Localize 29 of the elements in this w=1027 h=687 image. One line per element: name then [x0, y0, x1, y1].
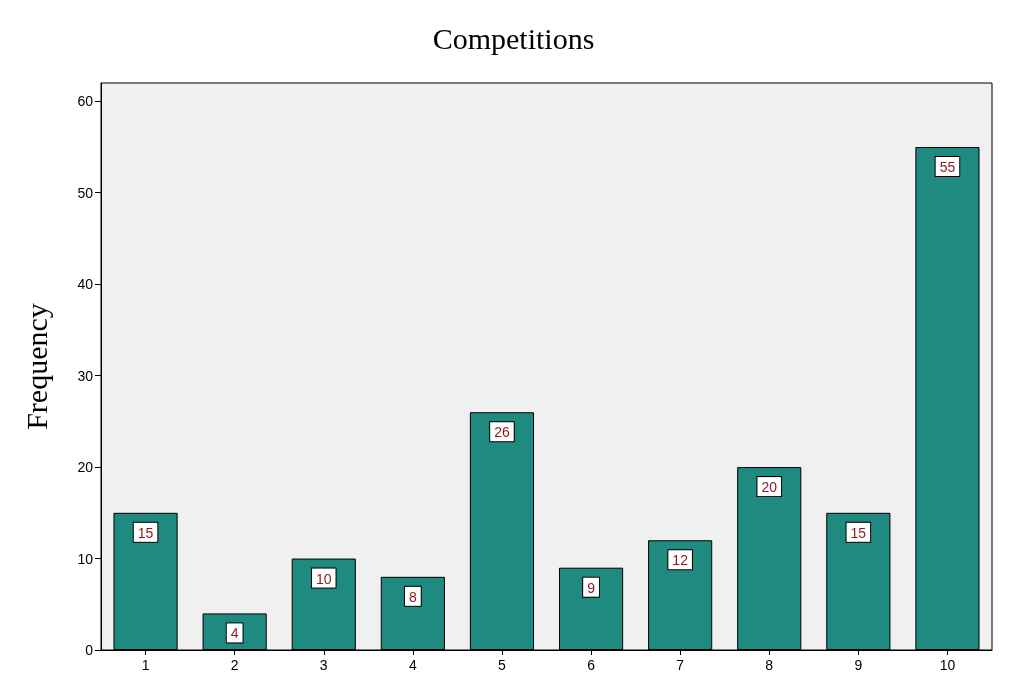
x-tick-label: 9 — [854, 657, 863, 673]
y-tick-label: 60 — [77, 93, 94, 110]
data-label: 4 — [230, 625, 239, 642]
y-tick-label: 40 — [77, 276, 94, 293]
data-label: 8 — [408, 588, 417, 605]
x-tick-label: 6 — [587, 657, 596, 673]
data-label: 20 — [761, 479, 778, 496]
data-label: 12 — [672, 552, 689, 569]
y-tick-label: 0 — [85, 642, 94, 658]
data-label: 55 — [939, 159, 956, 176]
x-tick-label: 8 — [765, 657, 774, 673]
y-axis-title: Frequency — [19, 303, 53, 430]
y-tick-label: 20 — [77, 459, 94, 476]
chart-title: Competitions — [432, 21, 595, 55]
data-label: 9 — [587, 579, 596, 596]
x-tick-label: 4 — [408, 657, 417, 673]
x-tick-label: 3 — [319, 657, 328, 673]
data-label: 26 — [494, 424, 510, 441]
data-label: 15 — [137, 524, 154, 541]
y-tick-label: 50 — [77, 184, 94, 201]
x-tick-label: 2 — [230, 657, 239, 673]
x-tick-label: 10 — [939, 657, 956, 673]
y-tick-label: 30 — [77, 367, 94, 384]
x-tick-label: 5 — [498, 657, 507, 673]
y-tick-label: 10 — [77, 550, 94, 567]
data-label: 10 — [315, 570, 332, 587]
x-tick-label: 1 — [141, 657, 150, 673]
data-label: 15 — [850, 524, 867, 541]
x-tick-label: 7 — [676, 657, 685, 673]
